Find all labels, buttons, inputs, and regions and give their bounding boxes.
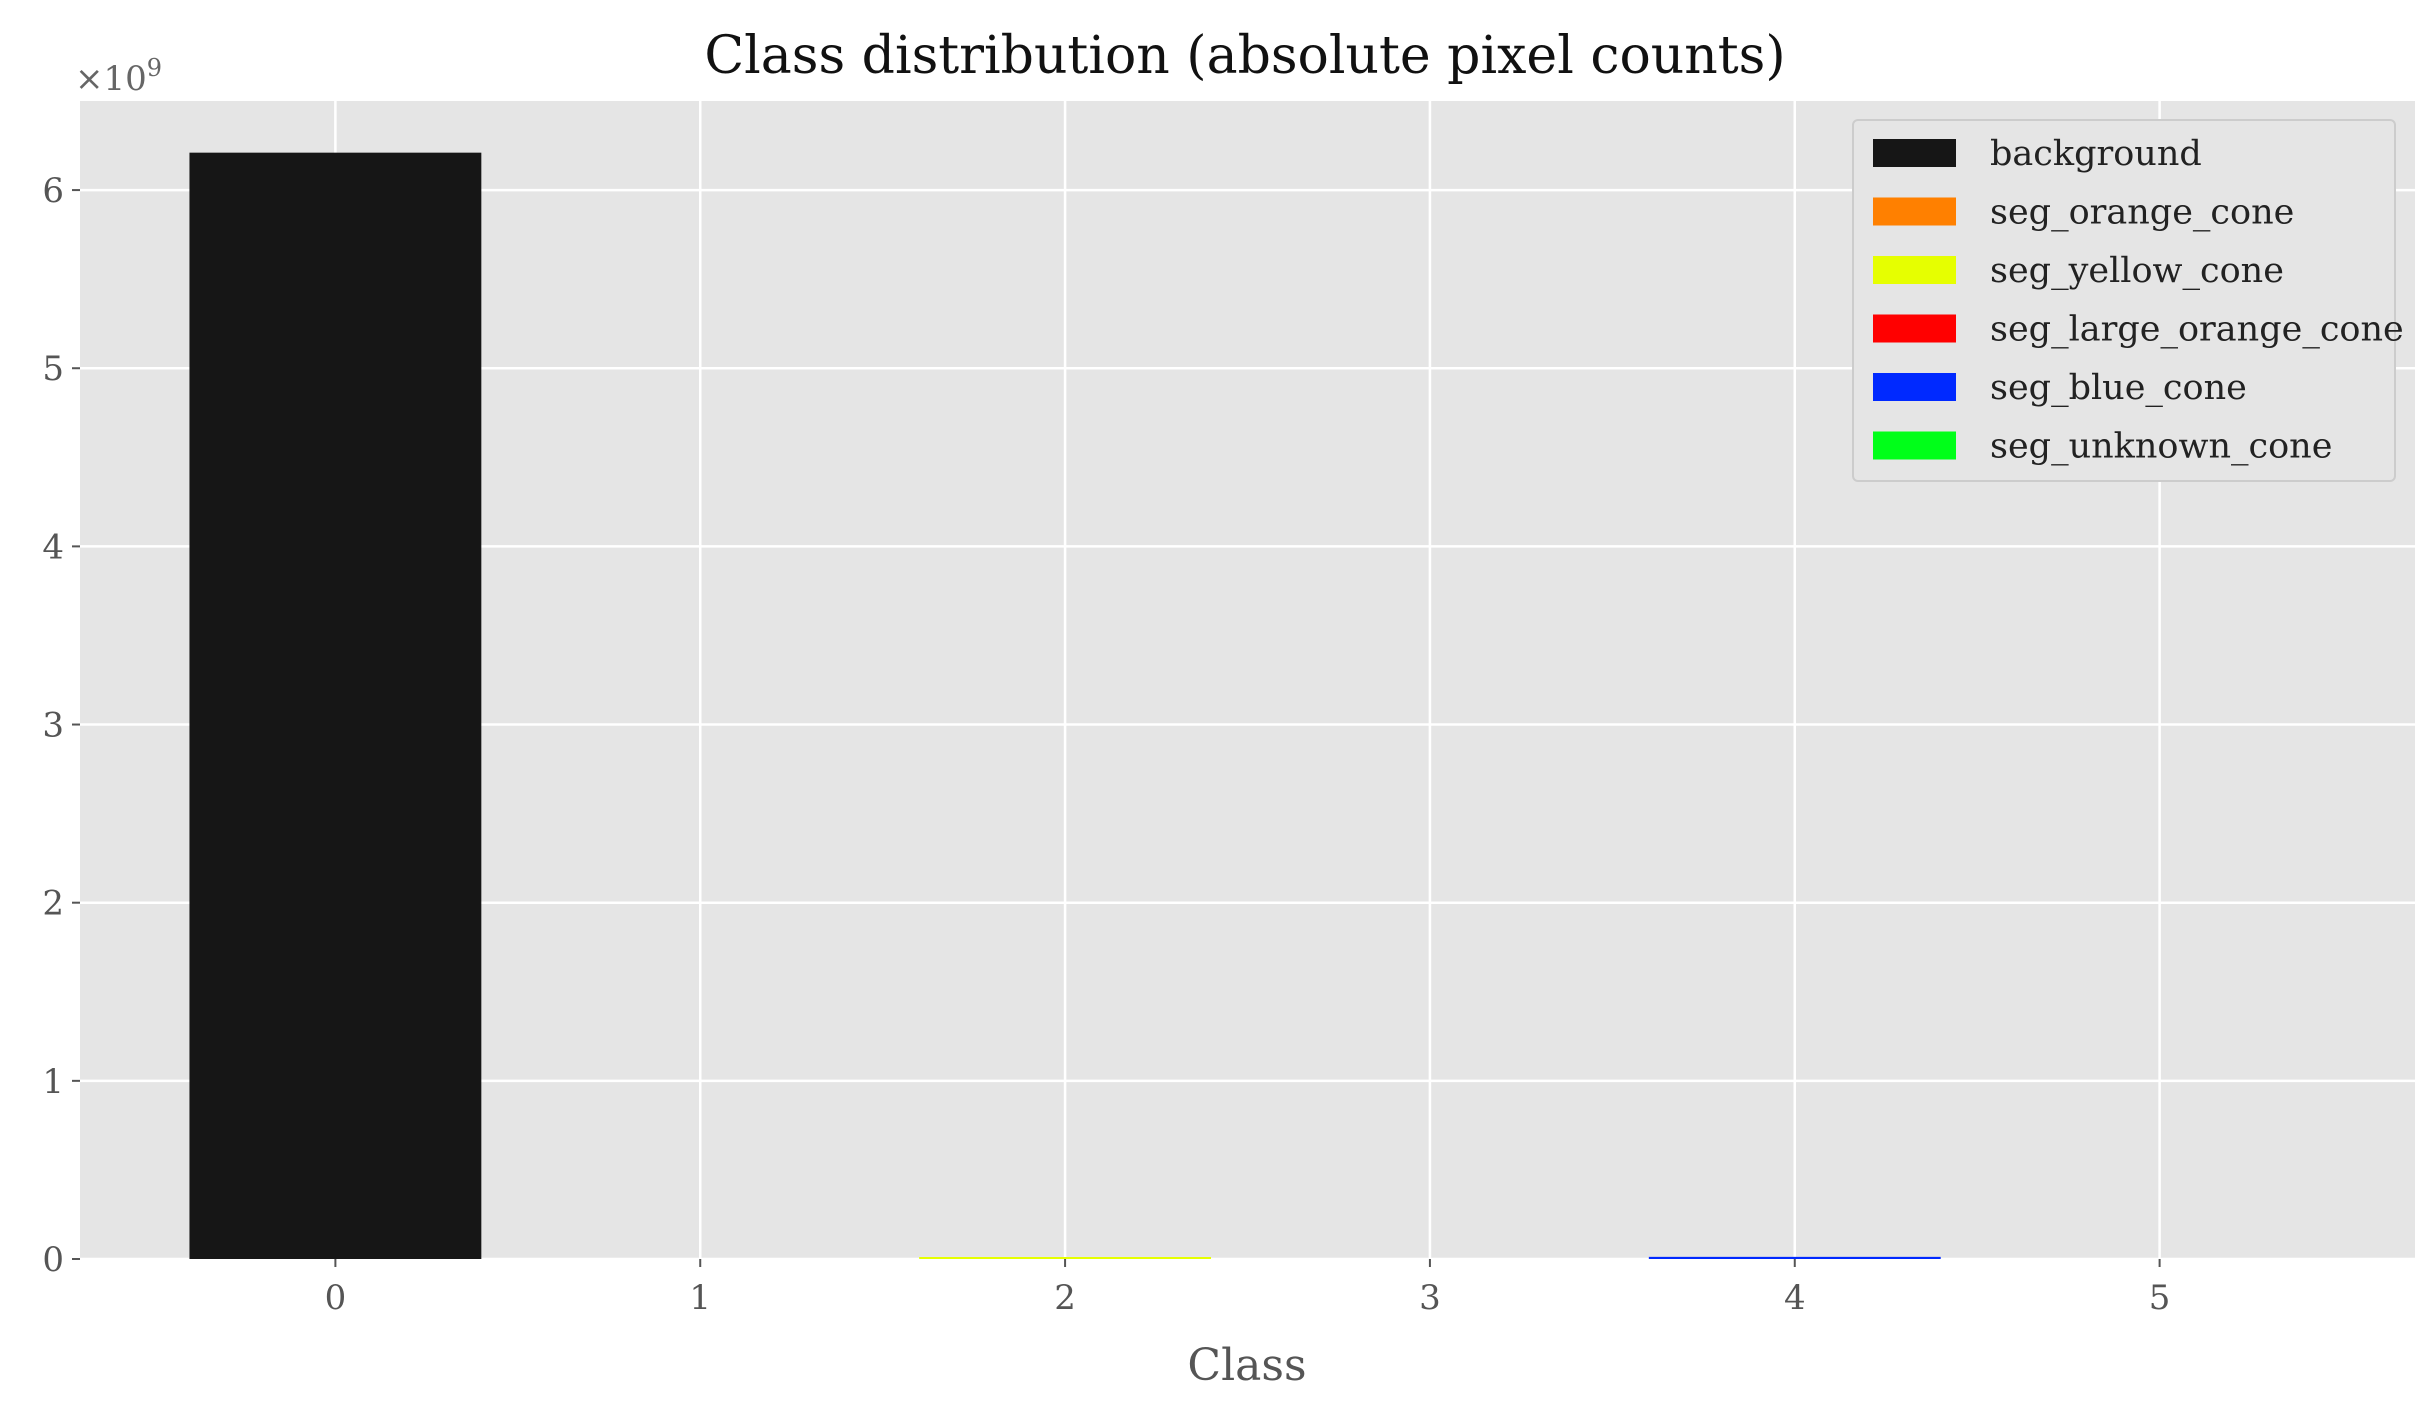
y-tick-label: 4 (42, 527, 64, 567)
legend-swatch (1873, 373, 1956, 401)
legend-label: seg_large_orange_cone (1990, 310, 2404, 350)
x-axis-ticks: 0 1 2 3 4 5 (325, 1259, 2171, 1318)
y-tick-label: 0 (42, 1240, 64, 1280)
y-tick-label: 2 (42, 884, 64, 924)
legend: background seg_orange_cone seg_yellow_cone… (1852, 119, 2404, 482)
x-tick-label: 0 (325, 1278, 347, 1318)
bar-class-2 (919, 1257, 1212, 1259)
y-multiplier-exponent: 9 (147, 54, 162, 82)
y-axis-ticks: 0 1 2 3 4 5 6 (42, 171, 80, 1280)
bar-class-4 (1648, 1256, 1941, 1259)
y-tick-label: 1 (42, 1062, 64, 1102)
y-tick-label: 5 (42, 349, 64, 389)
legend-label: seg_unknown_cone (1990, 427, 2332, 467)
legend-label: seg_blue_cone (1990, 368, 2247, 408)
legend-frame (1852, 119, 2396, 482)
bar-class-0 (189, 152, 482, 1260)
x-tick-label: 3 (1419, 1278, 1441, 1318)
legend-swatch (1873, 139, 1956, 167)
legend-swatch (1873, 431, 1956, 460)
x-tick-label: 5 (2149, 1278, 2171, 1318)
bars (189, 152, 1941, 1260)
x-axis-label: Class (1187, 1340, 1306, 1391)
x-tick-label: 1 (689, 1278, 711, 1318)
legend-label: background (1990, 134, 2202, 174)
x-tick-label: 4 (1784, 1278, 1806, 1318)
legend-label: seg_orange_cone (1990, 193, 2294, 233)
chart-title: Class distribution (absolute pixel count… (704, 26, 1785, 86)
legend-swatch (1873, 197, 1956, 226)
y-multiplier-base: ×10 (75, 59, 147, 99)
legend-swatch (1873, 314, 1956, 343)
y-tick-label: 3 (42, 706, 64, 746)
legend-swatch (1873, 256, 1956, 284)
y-tick-label: 6 (42, 171, 64, 211)
x-tick-label: 2 (1054, 1278, 1076, 1318)
legend-label: seg_yellow_cone (1990, 251, 2284, 291)
y-axis-multiplier: ×109 (75, 54, 162, 99)
legend-items: background seg_orange_cone seg_yellow_cone… (1873, 134, 2404, 467)
